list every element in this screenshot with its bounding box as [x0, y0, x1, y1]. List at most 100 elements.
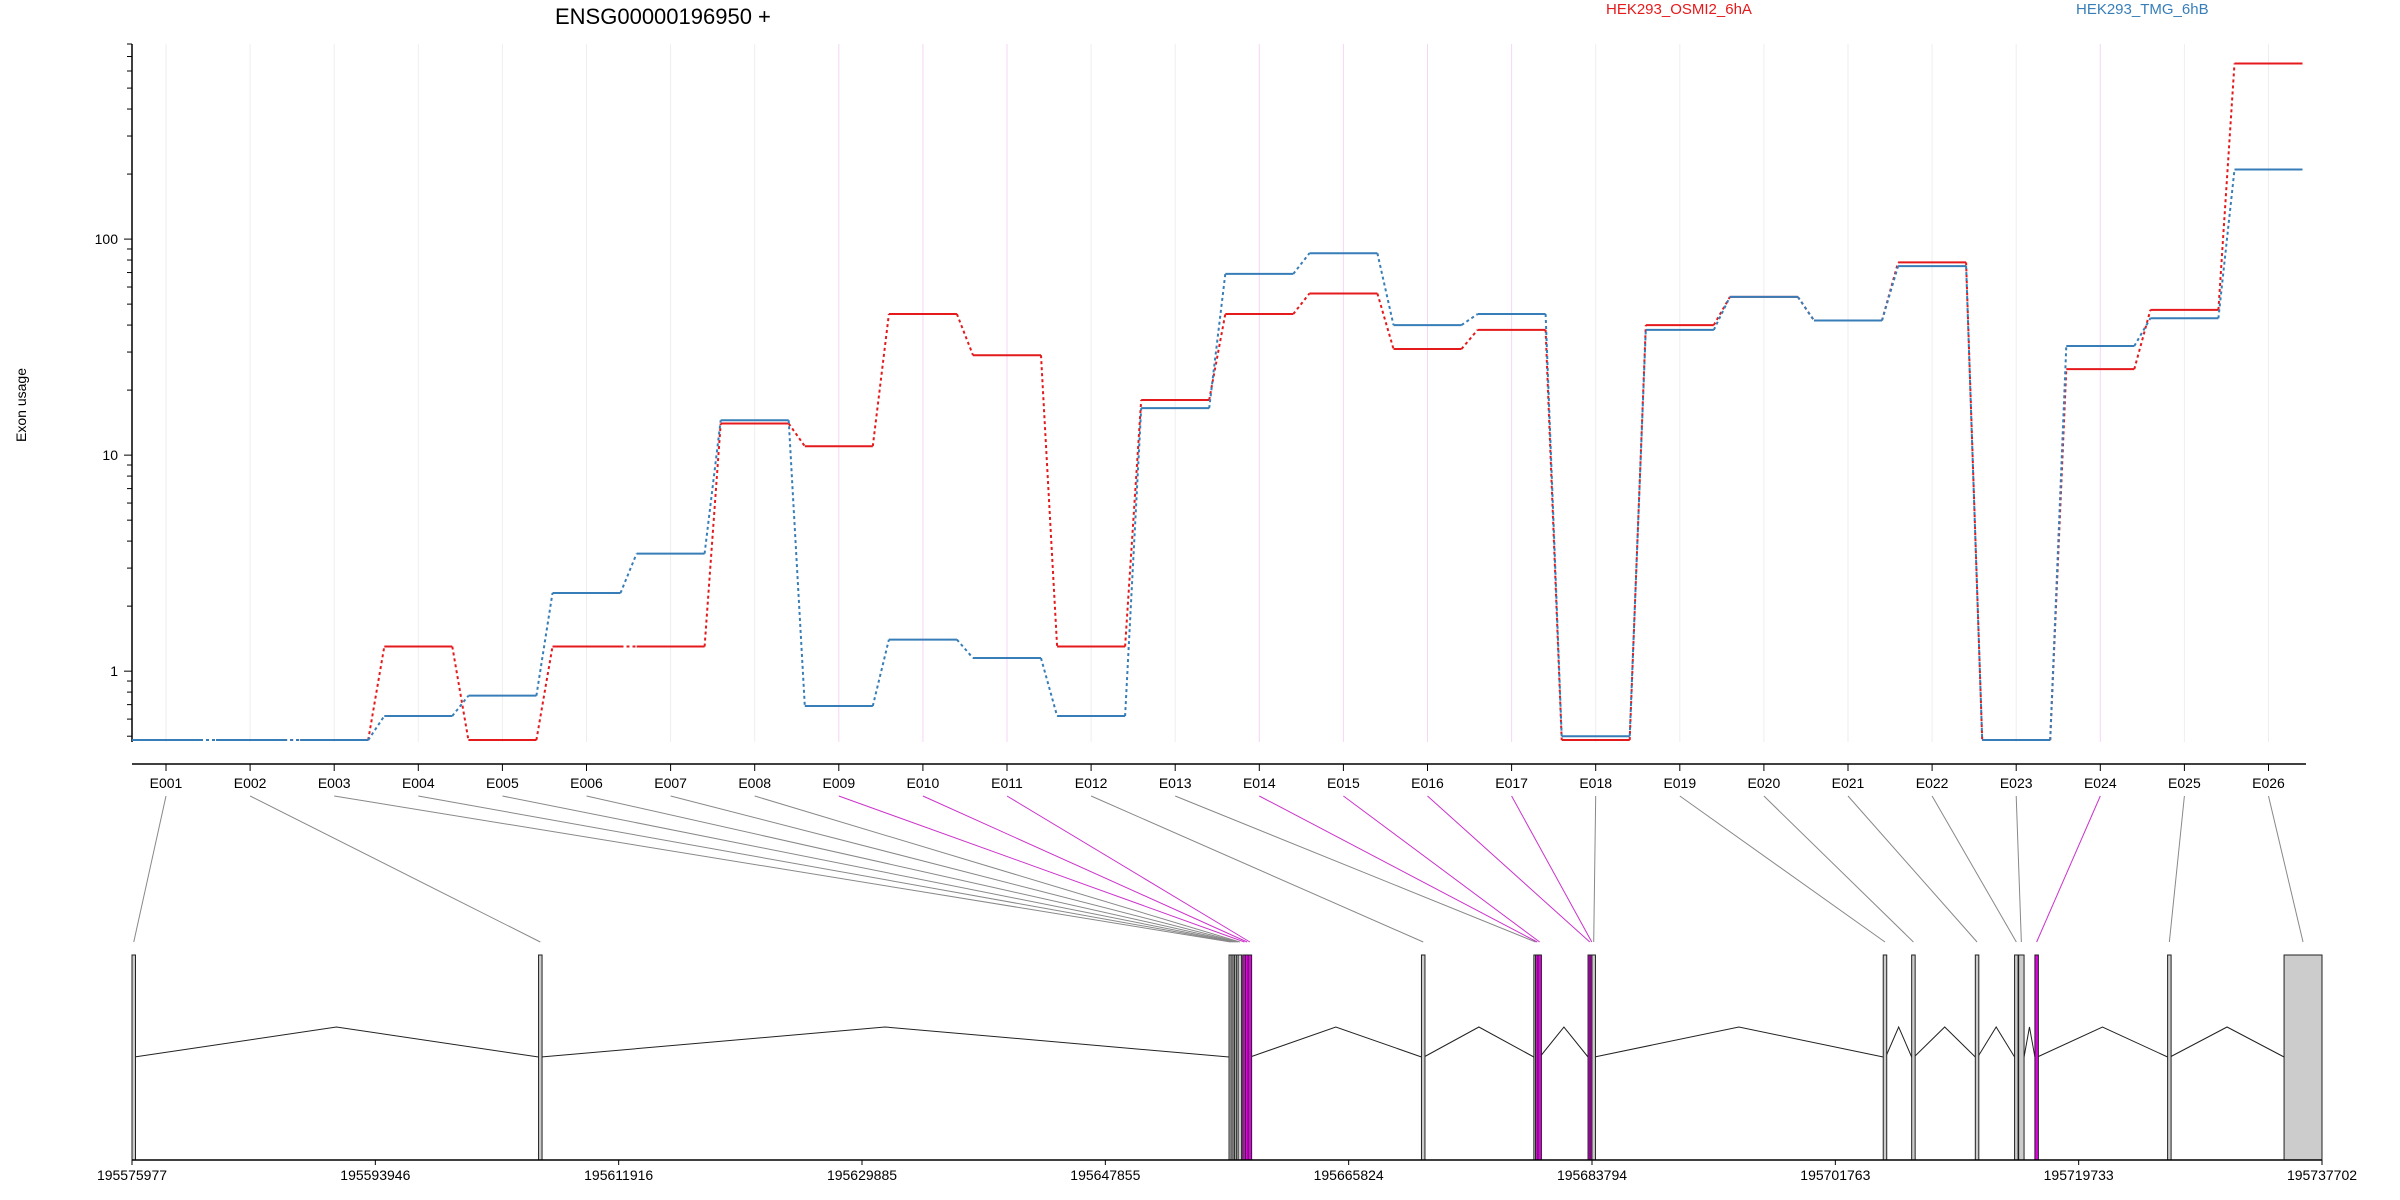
exon-box [1974, 954, 1980, 1161]
series-transition [619, 553, 638, 594]
chart-title: ENSG00000196950 + [555, 4, 771, 29]
series-transition [367, 646, 386, 741]
exon-box [1591, 954, 1596, 1161]
exon-connector [1090, 795, 1424, 943]
series-transition [871, 313, 890, 447]
coord-label: 195719733 [2044, 1167, 2114, 1183]
series-transition [1628, 329, 1647, 737]
exon-box [538, 954, 543, 1161]
x-tick-label: E019 [1663, 775, 1696, 791]
x-tick-label: E017 [1495, 775, 1528, 791]
y-tick-label: 1 [110, 663, 118, 679]
exon-connector [922, 795, 1248, 943]
series-transition [2133, 309, 2152, 370]
intron-line [2023, 1026, 2036, 1058]
series-transition [1460, 329, 1479, 350]
intron-line [1249, 1026, 1422, 1058]
series-transition [1712, 296, 1731, 331]
x-tick-label: E009 [822, 775, 855, 791]
series-transition [703, 420, 722, 554]
exon-connector [1175, 795, 1536, 943]
exon-connector [586, 795, 1237, 943]
gene-model [131, 954, 2323, 1161]
exon-connector [1427, 795, 1591, 943]
exon-box [1420, 954, 1426, 1161]
intron-line [134, 1026, 539, 1058]
coord-label: 195647855 [1070, 1167, 1140, 1183]
x-tick-label: E020 [1748, 775, 1781, 791]
series-transition [2133, 317, 2152, 347]
intron-line [540, 1026, 1230, 1058]
coord-label: 195593946 [340, 1167, 410, 1183]
intron-line [1885, 1025, 1913, 1058]
coord-label: 195611916 [584, 1167, 653, 1183]
legend-series-1: HEK293_OSMI2_6hA [1606, 1, 1752, 18]
x-tick-label: E002 [234, 775, 267, 791]
exon-connector [670, 795, 1239, 943]
coord-label: 195737702 [2287, 1167, 2357, 1183]
x-axis: E001 E002 E003 E004 E005 E006 E007 E008 E009 E010… [132, 763, 2306, 791]
series-transition [871, 639, 890, 707]
exon-connector [1763, 795, 1914, 943]
series-transition [787, 422, 806, 447]
series-transition [956, 638, 974, 659]
exon-connector [418, 795, 1233, 943]
x-tick-label: E014 [1243, 775, 1276, 791]
x-tick-label: E001 [150, 775, 183, 791]
exon-box [1537, 954, 1542, 1161]
x-tick-label: E015 [1327, 775, 1360, 791]
genomic-coordinate-axis: 195575977 195593946 195611916 195629885 1956… [97, 1159, 2357, 1183]
intron-line [2037, 1026, 2168, 1058]
exon-connector [2168, 795, 2185, 943]
exon-connectors [133, 795, 2304, 943]
intron-line [1913, 1026, 1976, 1058]
series-transition [2217, 169, 2236, 319]
exon-connector [838, 795, 1245, 943]
exon-box [2014, 954, 2019, 1161]
intron-line [1539, 1026, 1589, 1058]
y-tick-label: 100 [95, 231, 119, 247]
exon-box [1911, 954, 1916, 1161]
x-tick-label: E013 [1159, 775, 1192, 791]
coord-label: 195701763 [1800, 1167, 1870, 1183]
x-tick-label: E007 [654, 775, 687, 791]
exon-connector [133, 795, 167, 943]
series-transition [703, 423, 722, 647]
series-transition [1881, 265, 1900, 321]
series-transition [451, 646, 470, 741]
exon-box [2034, 954, 2039, 1161]
exon-box [1882, 954, 1888, 1161]
series-transition [2217, 63, 2236, 310]
series-transition [1965, 266, 1984, 741]
series-1 [132, 62, 2303, 742]
x-tick-label: E008 [738, 775, 771, 791]
series-transition [1292, 252, 1311, 275]
y-axis-label: Exon usage [13, 368, 29, 442]
intron-line [1423, 1026, 1535, 1058]
exon-connector [2268, 795, 2304, 943]
series-transition [1208, 313, 1227, 401]
series-transition [1544, 329, 1563, 741]
series-transition [2049, 345, 2068, 741]
series-transition [1292, 292, 1311, 315]
x-tick-label: E025 [2168, 775, 2201, 791]
series-transition [367, 715, 386, 741]
exon-connector [1259, 795, 1538, 943]
y-axis: 1 10 100 [95, 43, 133, 742]
series-transition [535, 592, 554, 696]
exon-box [1237, 954, 1243, 1161]
series-2 [132, 168, 2303, 742]
exon-box [1247, 954, 1253, 1161]
x-tick-label: E021 [1832, 775, 1865, 791]
exon-connector [334, 795, 1231, 943]
x-tick-label: E022 [1916, 775, 1949, 791]
series-transition [451, 695, 470, 717]
exon-connector [2015, 795, 2022, 943]
series-transition [1040, 355, 1059, 647]
series-transition [535, 646, 554, 741]
exon-connector [502, 795, 1235, 943]
series-transition [955, 313, 974, 356]
series-transition [1376, 293, 1395, 350]
coord-label: 195683794 [1557, 1167, 1627, 1183]
